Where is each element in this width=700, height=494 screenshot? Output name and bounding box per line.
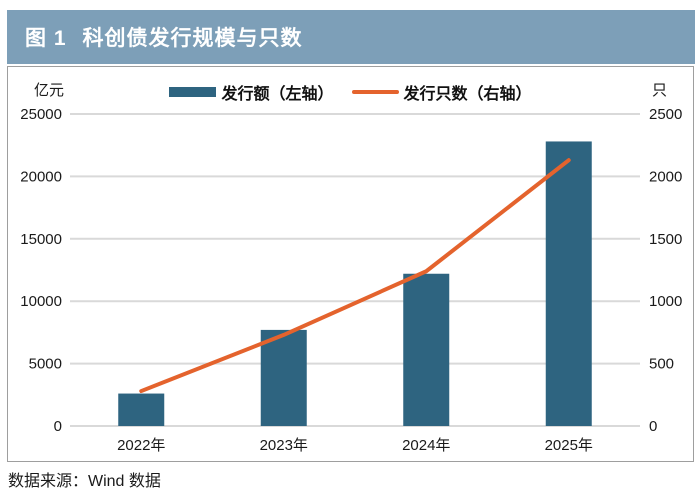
right-axis-tick: 2500 [649, 106, 682, 123]
legend-item-bar-series: 发行额（左轴） [169, 80, 334, 104]
right-axis-tick: 1500 [649, 231, 682, 248]
line-series-path [139, 158, 571, 394]
right-axis-unit: 只 [651, 82, 667, 99]
x-axis-label-2022年: 2022年 [117, 437, 165, 454]
right-axis-tick: 500 [649, 356, 674, 373]
right-axis-tick: 2000 [649, 168, 682, 185]
line-series-swatch [351, 90, 399, 94]
left-axis-tick: 10000 [20, 293, 62, 310]
x-axis-label-2025年: 2025年 [545, 437, 593, 454]
left-axis-tick: 25000 [20, 106, 62, 123]
bar-2024年 [403, 273, 450, 426]
bar-2022年 [118, 393, 165, 426]
left-axis-tick: 0 [54, 418, 62, 435]
line-series-label: 发行只数（右轴） [403, 86, 532, 103]
data-source: 数据来源：Wind 数据 [8, 473, 161, 490]
bar-series-swatch [169, 87, 217, 97]
left-axis-tick: 20000 [20, 168, 62, 185]
right-axis-tick: 1000 [649, 293, 682, 310]
left-axis-unit: 亿元 [34, 82, 65, 99]
x-axis-label-2023年: 2023年 [260, 437, 308, 454]
bar-series-label: 发行额（左轴） [221, 86, 334, 103]
bar-2023年 [260, 329, 307, 426]
figure-title: 科创债发行规模与只数 [82, 27, 303, 50]
right-axis-tick: 0 [649, 418, 657, 435]
figure-title-bar: 图 1 科创债发行规模与只数 [7, 10, 695, 64]
bar-2025年 [545, 141, 592, 426]
x-axis-label-2024年: 2024年 [402, 437, 450, 454]
left-axis-tick: 5000 [29, 356, 62, 373]
left-axis-tick: 15000 [20, 231, 62, 248]
chart-plot: 0 0 5000 500 10000 1000 15000 1500 20000 2000 2500… [20, 106, 682, 454]
chart-legend: 发行额（左轴） 发行只数（右轴） [8, 80, 693, 104]
chart-panel: 亿元 只 发行额（左轴） 发行只数（右轴） 0 0 5000 500 10000 1000… [7, 66, 694, 462]
legend-item-line-series: 发行只数（右轴） [351, 80, 532, 104]
figure-number-label: 图 1 [25, 27, 67, 50]
